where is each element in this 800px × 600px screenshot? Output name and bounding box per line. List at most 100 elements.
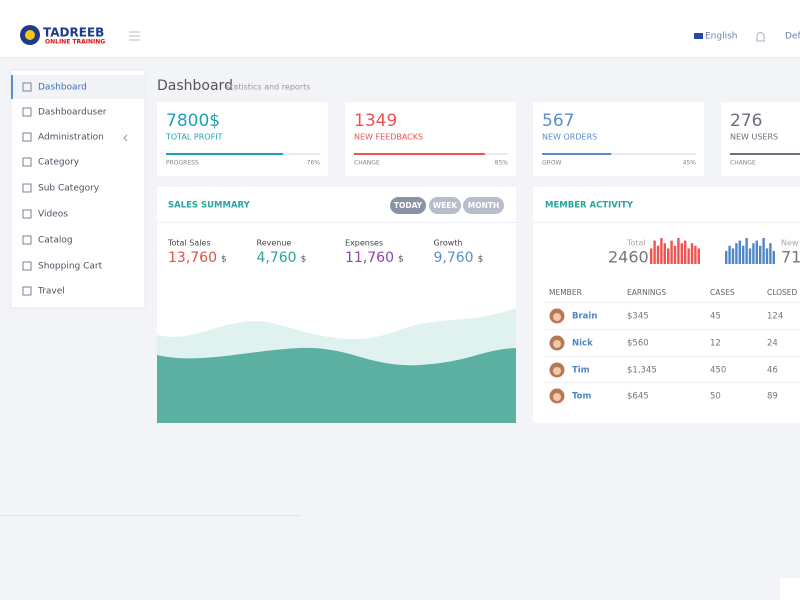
new-value: 71 [781,248,800,267]
chevron [123,134,128,142]
stat-percent: 76% [307,160,321,167]
spark-bar [656,245,660,264]
corner [780,578,800,600]
sidebar [10,69,146,309]
sidebar-item[interactable]: Sub Category [38,184,100,194]
bell-icon[interactable] [756,32,765,42]
sidebar-item[interactable]: Shopping Cart [38,262,103,272]
logo-icon-inner [25,30,35,40]
sales-value: 4,760 [257,250,297,266]
sidebar-item[interactable]: Videos [38,210,68,220]
sidebar-icon [22,261,32,271]
total-label: Total [626,239,646,248]
user[interactable]: Defa [785,32,800,42]
filter-button[interactable] [429,197,461,214]
filter-button-label: MONTH [468,201,500,210]
table-cell: 24 [767,339,778,349]
sidebar-active-bar [11,75,13,99]
spark-bar [728,245,731,264]
table-cell: 89 [767,392,778,402]
sidebar-icon [22,132,32,142]
avatar-face [553,367,561,375]
table-cell: $345 [627,312,649,322]
sales-unit: $ [301,255,307,265]
stat-value: 7800$ [166,111,220,131]
stat-label: NEW ORDERS [542,133,597,142]
stat-label: TOTAL PROFIT [165,133,223,142]
spark-bar [673,245,677,264]
table-header: MEMBER [549,288,582,297]
stat-footer: CHANGE [354,160,380,167]
stat-card [157,102,328,176]
member-name[interactable]: Tim [572,366,590,376]
new-label: New [781,239,799,248]
spark-bar [680,243,683,264]
sidebar-icon [22,209,32,219]
avatar-face [553,313,561,321]
menu-toggle[interactable] [129,31,140,41]
filter-button[interactable] [390,197,426,214]
stat-label: NEW FEEDBACKS [354,133,423,142]
spark-bar [690,243,694,264]
sales-label: Revenue [257,239,292,248]
sales-value: 9,760 [434,250,474,266]
spark-bar [752,243,755,264]
spark-bar [660,238,663,264]
table-cell: 12 [710,339,721,349]
activity-card [533,187,800,423]
spark-bar [684,240,687,264]
logo: TADREEB [43,26,104,40]
stat-card [345,102,516,176]
filter-button[interactable] [463,197,504,214]
sidebar-item[interactable]: Catalog [38,236,73,246]
member-name[interactable]: Tom [572,392,592,402]
table-header: CLOSED [767,288,798,297]
stat-card [721,102,800,176]
stat-value: 567 [542,111,574,131]
logo-sub: ONLINE TRAINING [45,39,105,46]
spark-bar [762,238,765,264]
sales-unit: $ [398,255,404,265]
topbar [0,0,800,57]
sales-unit: $ [478,255,484,265]
spark-bar [697,248,700,264]
filter-button-label: TODAY [394,201,423,210]
spark-bar [677,238,680,264]
member-name[interactable]: Nick [572,339,593,349]
spark-bar [759,245,762,264]
language[interactable]: English [705,32,738,42]
table-cell: 450 [710,366,726,376]
spark-bar [694,245,697,264]
spark-bar [731,248,735,264]
sidebar-item[interactable]: Dashboarduser [38,108,107,118]
member-name[interactable]: Brain [572,312,597,322]
sidebar-item[interactable]: Dashboard [38,83,87,93]
sidebar-item[interactable]: Category [38,158,80,168]
sidebar-icon [22,183,32,193]
table-cell: 46 [767,366,778,376]
spark-bar [742,245,745,264]
card-title: SALES SUMMARY [168,201,251,211]
table-cell: 45 [710,312,721,322]
spark-bar [670,240,673,264]
spark-bar [765,248,769,264]
spark-bar [687,248,690,264]
spark-bar [748,248,752,264]
table-cell: $560 [627,339,649,349]
spark-bar [769,243,772,264]
sidebar-item[interactable]: Travel [37,287,65,297]
progress-fill [354,153,485,155]
spark-bar [725,251,728,264]
stat-label: NEW USERS [730,133,778,142]
spark-bar [772,251,775,264]
sidebar-item[interactable]: Administration [38,133,104,143]
sales-label: Expenses [345,239,383,248]
table-cell: 50 [710,392,721,402]
stat-footer: PROGRESS [166,160,199,167]
spark-bar [738,240,741,264]
stat-value: 276 [730,111,762,131]
spark-bar [650,248,653,264]
table-cell: $1,345 [627,366,657,376]
spark-bar [745,238,748,264]
